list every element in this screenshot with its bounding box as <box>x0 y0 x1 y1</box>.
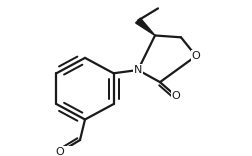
Text: O: O <box>172 91 180 101</box>
Polygon shape <box>136 18 155 35</box>
Text: O: O <box>192 51 200 61</box>
Text: N: N <box>134 65 142 75</box>
Text: O: O <box>56 147 64 156</box>
